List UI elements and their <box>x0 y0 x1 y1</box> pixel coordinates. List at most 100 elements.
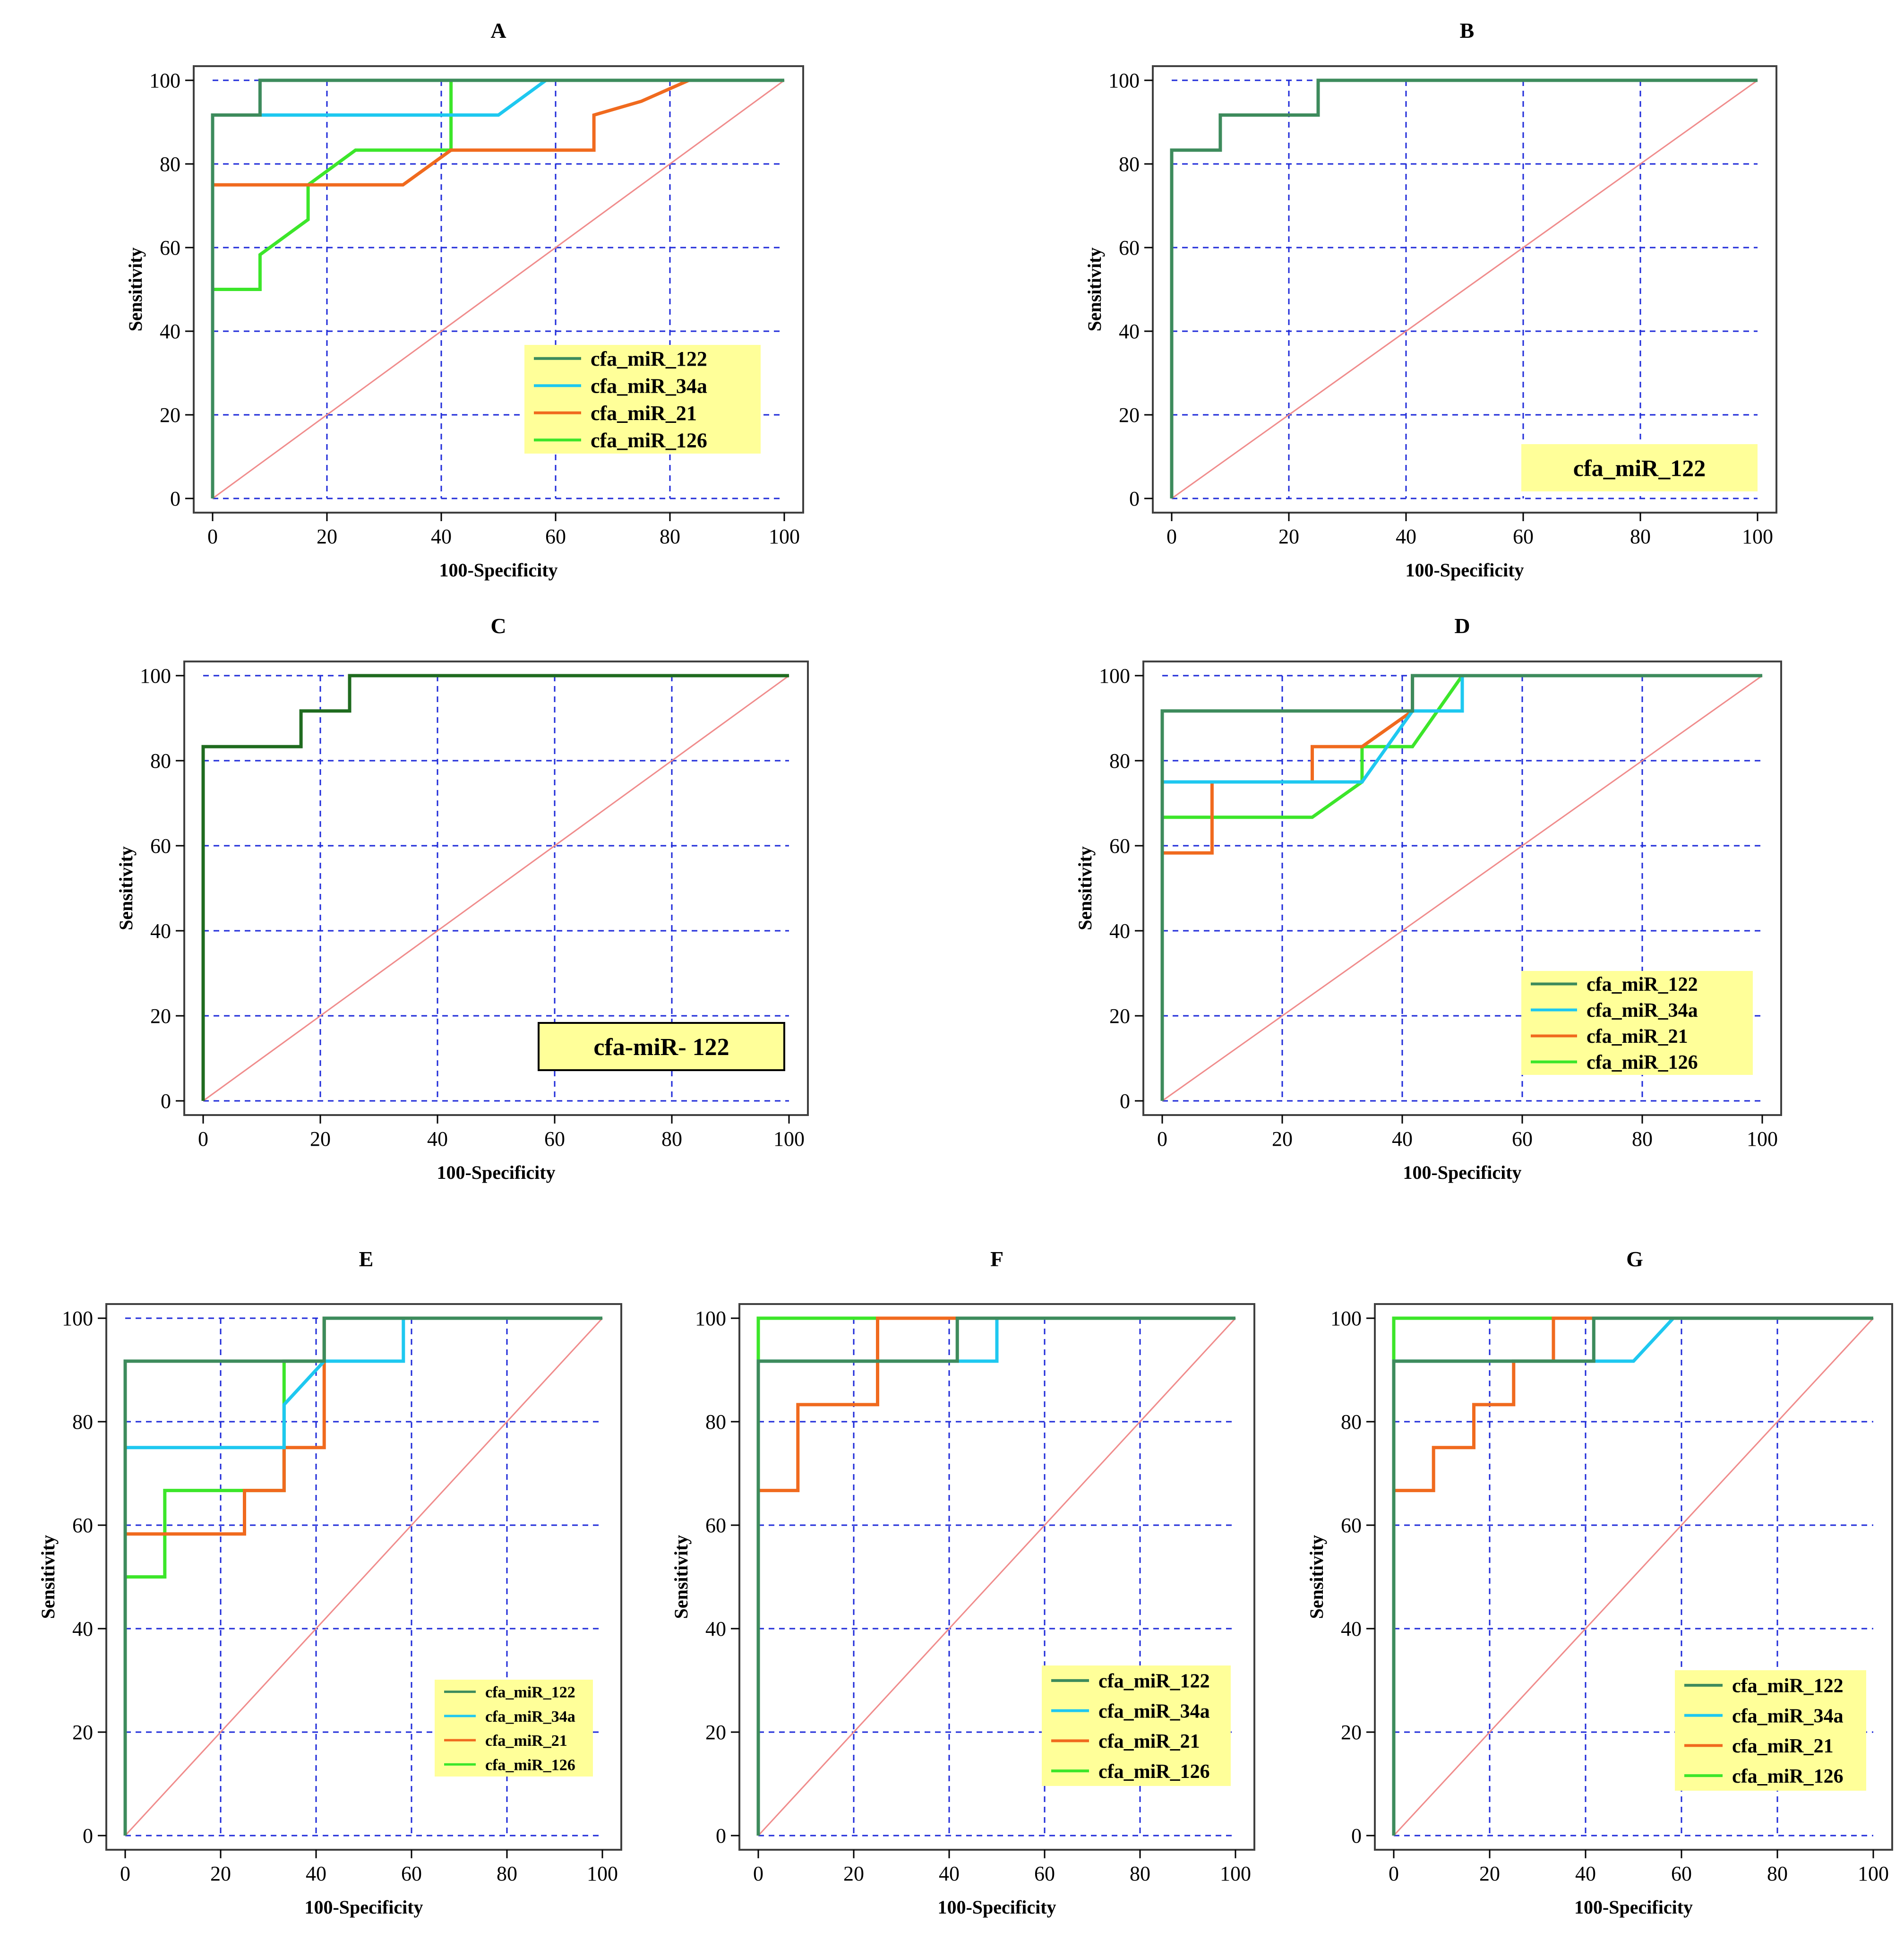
panel-f-xtick-label-40: 40 <box>939 1862 960 1885</box>
panel-d-xlabel: 100-Specificity <box>1403 1162 1521 1183</box>
panel-g-xtick-label-60: 60 <box>1671 1862 1692 1885</box>
panel-c-ytick-label-20: 20 <box>150 1004 171 1028</box>
panel-b-xtick-label-40: 40 <box>1396 525 1416 548</box>
panel-b-ytick-label-0: 0 <box>1129 487 1140 510</box>
panel-g-legend-label-cfa-mir-126: cfa_miR_126 <box>1732 1766 1844 1787</box>
panel-f-ytick-label-20: 20 <box>705 1721 726 1744</box>
panel-g-xtick-label-20: 20 <box>1479 1862 1500 1885</box>
panel-g-xtick-label-40: 40 <box>1575 1862 1596 1885</box>
panel-c-ytick-label-60: 60 <box>150 834 171 858</box>
panel-c-ytick-label-80: 80 <box>150 749 171 773</box>
panel-f-ytick-label-60: 60 <box>705 1514 726 1537</box>
panel-g-series-cfa-mir-21 <box>1392 1316 1873 1836</box>
panel-c-xtick-label-0: 0 <box>198 1127 208 1150</box>
panel-a-legend-box <box>524 345 761 454</box>
panel-a-frame <box>193 65 804 514</box>
panel-b-xtick-label-60: 60 <box>1513 525 1534 548</box>
panel-f-xtick-label-0: 0 <box>753 1862 763 1885</box>
panel-c-reference-diagonal <box>203 675 789 1102</box>
panel-e-xtick-label-40: 40 <box>306 1862 326 1885</box>
panel-d: D 0 20 40 60 80 100 0 20 40 60 80 100 100-Specificity… <box>1074 614 1782 1183</box>
panel-d-series-cfa-mir-122 <box>1160 674 1762 1101</box>
panel-d-ytick-label-0: 0 <box>1120 1090 1130 1113</box>
panel-d-frame <box>1142 661 1782 1116</box>
panel-e-xtick-label-20: 20 <box>210 1862 231 1885</box>
panel-c: C 0 20 40 60 80 100 0 20 40 60 80 100 100-Specificity… <box>115 614 809 1183</box>
panel-g-ytick-label-80: 80 <box>1341 1410 1362 1434</box>
panel-e-legend-label-cfa-mir-34a: cfa_miR_34a <box>485 1708 575 1725</box>
panel-g-ytick-label-20: 20 <box>1341 1721 1362 1744</box>
panel-g-ylabel: Sensitivity <box>1306 1535 1327 1619</box>
panel-d-legend-label-cfa-mir-21: cfa_miR_21 <box>1587 1026 1688 1047</box>
panel-f-ytick-label-0: 0 <box>716 1824 726 1847</box>
panel-a-xtick-label-40: 40 <box>431 525 452 548</box>
panel-c-ylabel: Sensitivity <box>115 846 137 930</box>
panel-b-ytick-label-20: 20 <box>1119 403 1140 427</box>
panel-b-reference-diagonal <box>1171 79 1758 499</box>
panel-c-xtick-label-40: 40 <box>427 1127 448 1150</box>
panel-d-legend-label-cfa-mir-126: cfa_miR_126 <box>1587 1052 1698 1073</box>
panel-f-xtick-label-60: 60 <box>1034 1862 1055 1885</box>
panel-g-legend: cfa_miR_122 cfa_miR_34a cfa_miR_21 cfa_miR_… <box>1675 1670 1866 1791</box>
panel-c-xtick-label-20: 20 <box>310 1127 331 1150</box>
panel-e-xtick-label-60: 60 <box>401 1862 422 1885</box>
panel-f-xlabel: 100-Specificity <box>937 1897 1056 1918</box>
panel-b-xtick-label-100: 100 <box>1742 525 1773 548</box>
panel-g-xtick-label-80: 80 <box>1767 1862 1788 1885</box>
panel-g-xtick-label-100: 100 <box>1858 1862 1889 1885</box>
panel-f: F 0 20 40 60 80 100 0 20 40 60 80 100 100-Specificity… <box>670 1247 1255 1918</box>
panel-e-series-cfa-mir-34a <box>123 1316 602 1836</box>
panel-e-reference-diagonal <box>124 1317 603 1837</box>
panel-f-ytick-label-40: 40 <box>705 1617 726 1640</box>
panel-c-legend-box <box>538 1022 785 1071</box>
panel-e-legend-label-cfa-mir-126: cfa_miR_126 <box>485 1756 575 1774</box>
panel-g-series-cfa-mir-122 <box>1392 1316 1873 1836</box>
panel-g-title: G <box>1626 1247 1643 1271</box>
panel-d-series-cfa-mir-126 <box>1160 674 1762 1101</box>
panel-f-xtick-label-80: 80 <box>1130 1862 1150 1885</box>
panel-f-legend-label-cfa-mir-122: cfa_miR_122 <box>1098 1671 1210 1692</box>
panel-c-ytick-label-100: 100 <box>140 664 171 687</box>
panel-c-xlabel: 100-Specificity <box>437 1162 555 1183</box>
panel-a-ytick-label-20: 20 <box>160 403 180 427</box>
panel-a-title: A <box>490 18 506 43</box>
panel-g-legend-label-cfa-mir-34a: cfa_miR_34a <box>1732 1705 1844 1727</box>
panel-e-legend-label-cfa-mir-122: cfa_miR_122 <box>485 1684 575 1701</box>
panel-d-title: D <box>1454 614 1470 638</box>
panel-f-legend-label-cfa-mir-34a: cfa_miR_34a <box>1098 1700 1210 1722</box>
panel-b-series-cfa-mir-122 <box>1170 78 1758 498</box>
panel-b-legend-box <box>1521 444 1758 491</box>
panel-f-ylabel: Sensitivity <box>670 1535 692 1619</box>
panel-e-ytick-label-0: 0 <box>83 1824 93 1847</box>
panel-c-legend: cfa-miR- 122 <box>538 1022 785 1071</box>
panel-g-xtick-label-0: 0 <box>1389 1862 1399 1885</box>
panel-b-xtick-label-0: 0 <box>1166 525 1177 548</box>
panel-f-reference-diagonal <box>757 1317 1236 1837</box>
panel-d-legend-label-cfa-mir-122: cfa_miR_122 <box>1587 974 1698 996</box>
panel-e-xtick-label-100: 100 <box>587 1862 618 1885</box>
panel-f-frame <box>738 1303 1255 1851</box>
panel-c-ytick-label-40: 40 <box>150 919 171 943</box>
panel-c-ytick-label-0: 0 <box>161 1090 171 1113</box>
panel-a-legend-label-cfa-mir-21: cfa_miR_21 <box>591 402 697 425</box>
panel-d-legend-box <box>1521 971 1753 1075</box>
panel-a-ytick-label-100: 100 <box>149 69 180 92</box>
panel-a-xtick-label-60: 60 <box>545 525 566 548</box>
panel-e-xtick-label-0: 0 <box>120 1862 130 1885</box>
panel-d-reference-diagonal <box>1162 675 1763 1102</box>
panel-f-legend: cfa_miR_122 cfa_miR_34a cfa_miR_21 cfa_miR_… <box>1042 1665 1231 1786</box>
panel-g-reference-diagonal <box>1393 1317 1874 1837</box>
panel-e-ytick-label-100: 100 <box>62 1307 93 1330</box>
panel-b-ytick-label-60: 60 <box>1119 236 1140 259</box>
panel-a-ytick-label-0: 0 <box>170 487 180 510</box>
panel-f-legend-label-cfa-mir-21: cfa_miR_21 <box>1098 1731 1200 1752</box>
panel-e-series-cfa-mir-122 <box>123 1316 602 1836</box>
panel-e-ytick-label-40: 40 <box>72 1617 93 1640</box>
panel-a-xtick-label-80: 80 <box>660 525 680 548</box>
panel-b-legend: cfa_miR_122 <box>1521 444 1758 491</box>
panel-c-xtick-label-100: 100 <box>773 1127 805 1150</box>
panel-d-xtick-label-100: 100 <box>1747 1127 1778 1150</box>
panel-c-xtick-label-80: 80 <box>661 1127 682 1150</box>
panel-e-frame <box>105 1303 622 1851</box>
